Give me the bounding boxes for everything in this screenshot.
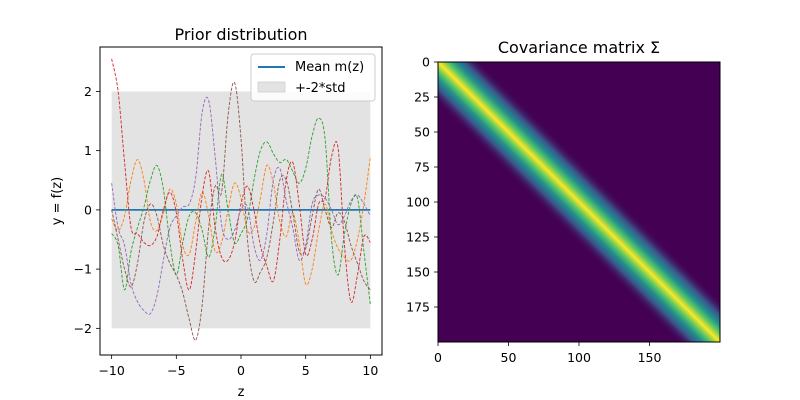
legend-band-label: +-2*std (295, 81, 345, 96)
y-tick-label: 1 (84, 143, 92, 158)
legend-band-swatch (257, 81, 286, 93)
prior-axes-frame (99, 46, 383, 356)
heatmap-y-tick-label: 25 (414, 90, 430, 105)
heatmap-diagonal-band (438, 62, 720, 342)
y-tick-label: −1 (74, 262, 92, 277)
heatmap-y-tick-label: 175 (406, 300, 430, 315)
heatmap-y-tick-label: 75 (414, 160, 430, 175)
x-tick-label: −5 (167, 363, 185, 378)
y-tick-label: 2 (84, 84, 92, 99)
prior-title: Prior distribution (174, 25, 307, 44)
heatmap-x-tick-label: 0 (434, 350, 442, 365)
x-tick-label: 10 (362, 363, 378, 378)
covariance-axes-frame (437, 61, 721, 343)
heatmap-x-tick-label: 100 (567, 350, 591, 365)
x-tick-label: −10 (98, 363, 124, 378)
covariance-chart: Covariance matrix Σ 0 50 100 150 0 25 50 75 100 1… (406, 38, 721, 365)
heatmap-y-tick-label: 150 (406, 265, 430, 280)
sample-curve-1 (111, 156, 371, 286)
heatmap-x-tick-label: 150 (638, 350, 662, 365)
sample-curve-2 (111, 117, 371, 305)
heatmap-y-tick-label: 125 (406, 230, 430, 245)
sample-curve-5 (111, 81, 371, 341)
prior-ylabel: y = f(z) (50, 177, 65, 225)
heatmap-y-tick-label: 0 (422, 55, 430, 70)
y-tick-label: −2 (74, 321, 92, 336)
covariance-title: Covariance matrix Σ (498, 38, 660, 57)
sample-curve-4 (111, 96, 371, 315)
y-tick-label: 0 (84, 202, 92, 217)
heatmap-y-tick-label: 100 (406, 195, 430, 210)
legend-mean-label: Mean m(z) (295, 60, 364, 75)
heatmap-x-tick-label: 50 (501, 350, 517, 365)
x-tick-label: 5 (302, 363, 310, 378)
sample-curve-3 (111, 58, 371, 303)
heatmap-y-tick-label: 50 (414, 125, 430, 140)
x-tick-label: 0 (237, 363, 245, 378)
legend: Mean m(z) +-2*std (250, 53, 376, 102)
prior-xlabel: z (238, 385, 245, 400)
